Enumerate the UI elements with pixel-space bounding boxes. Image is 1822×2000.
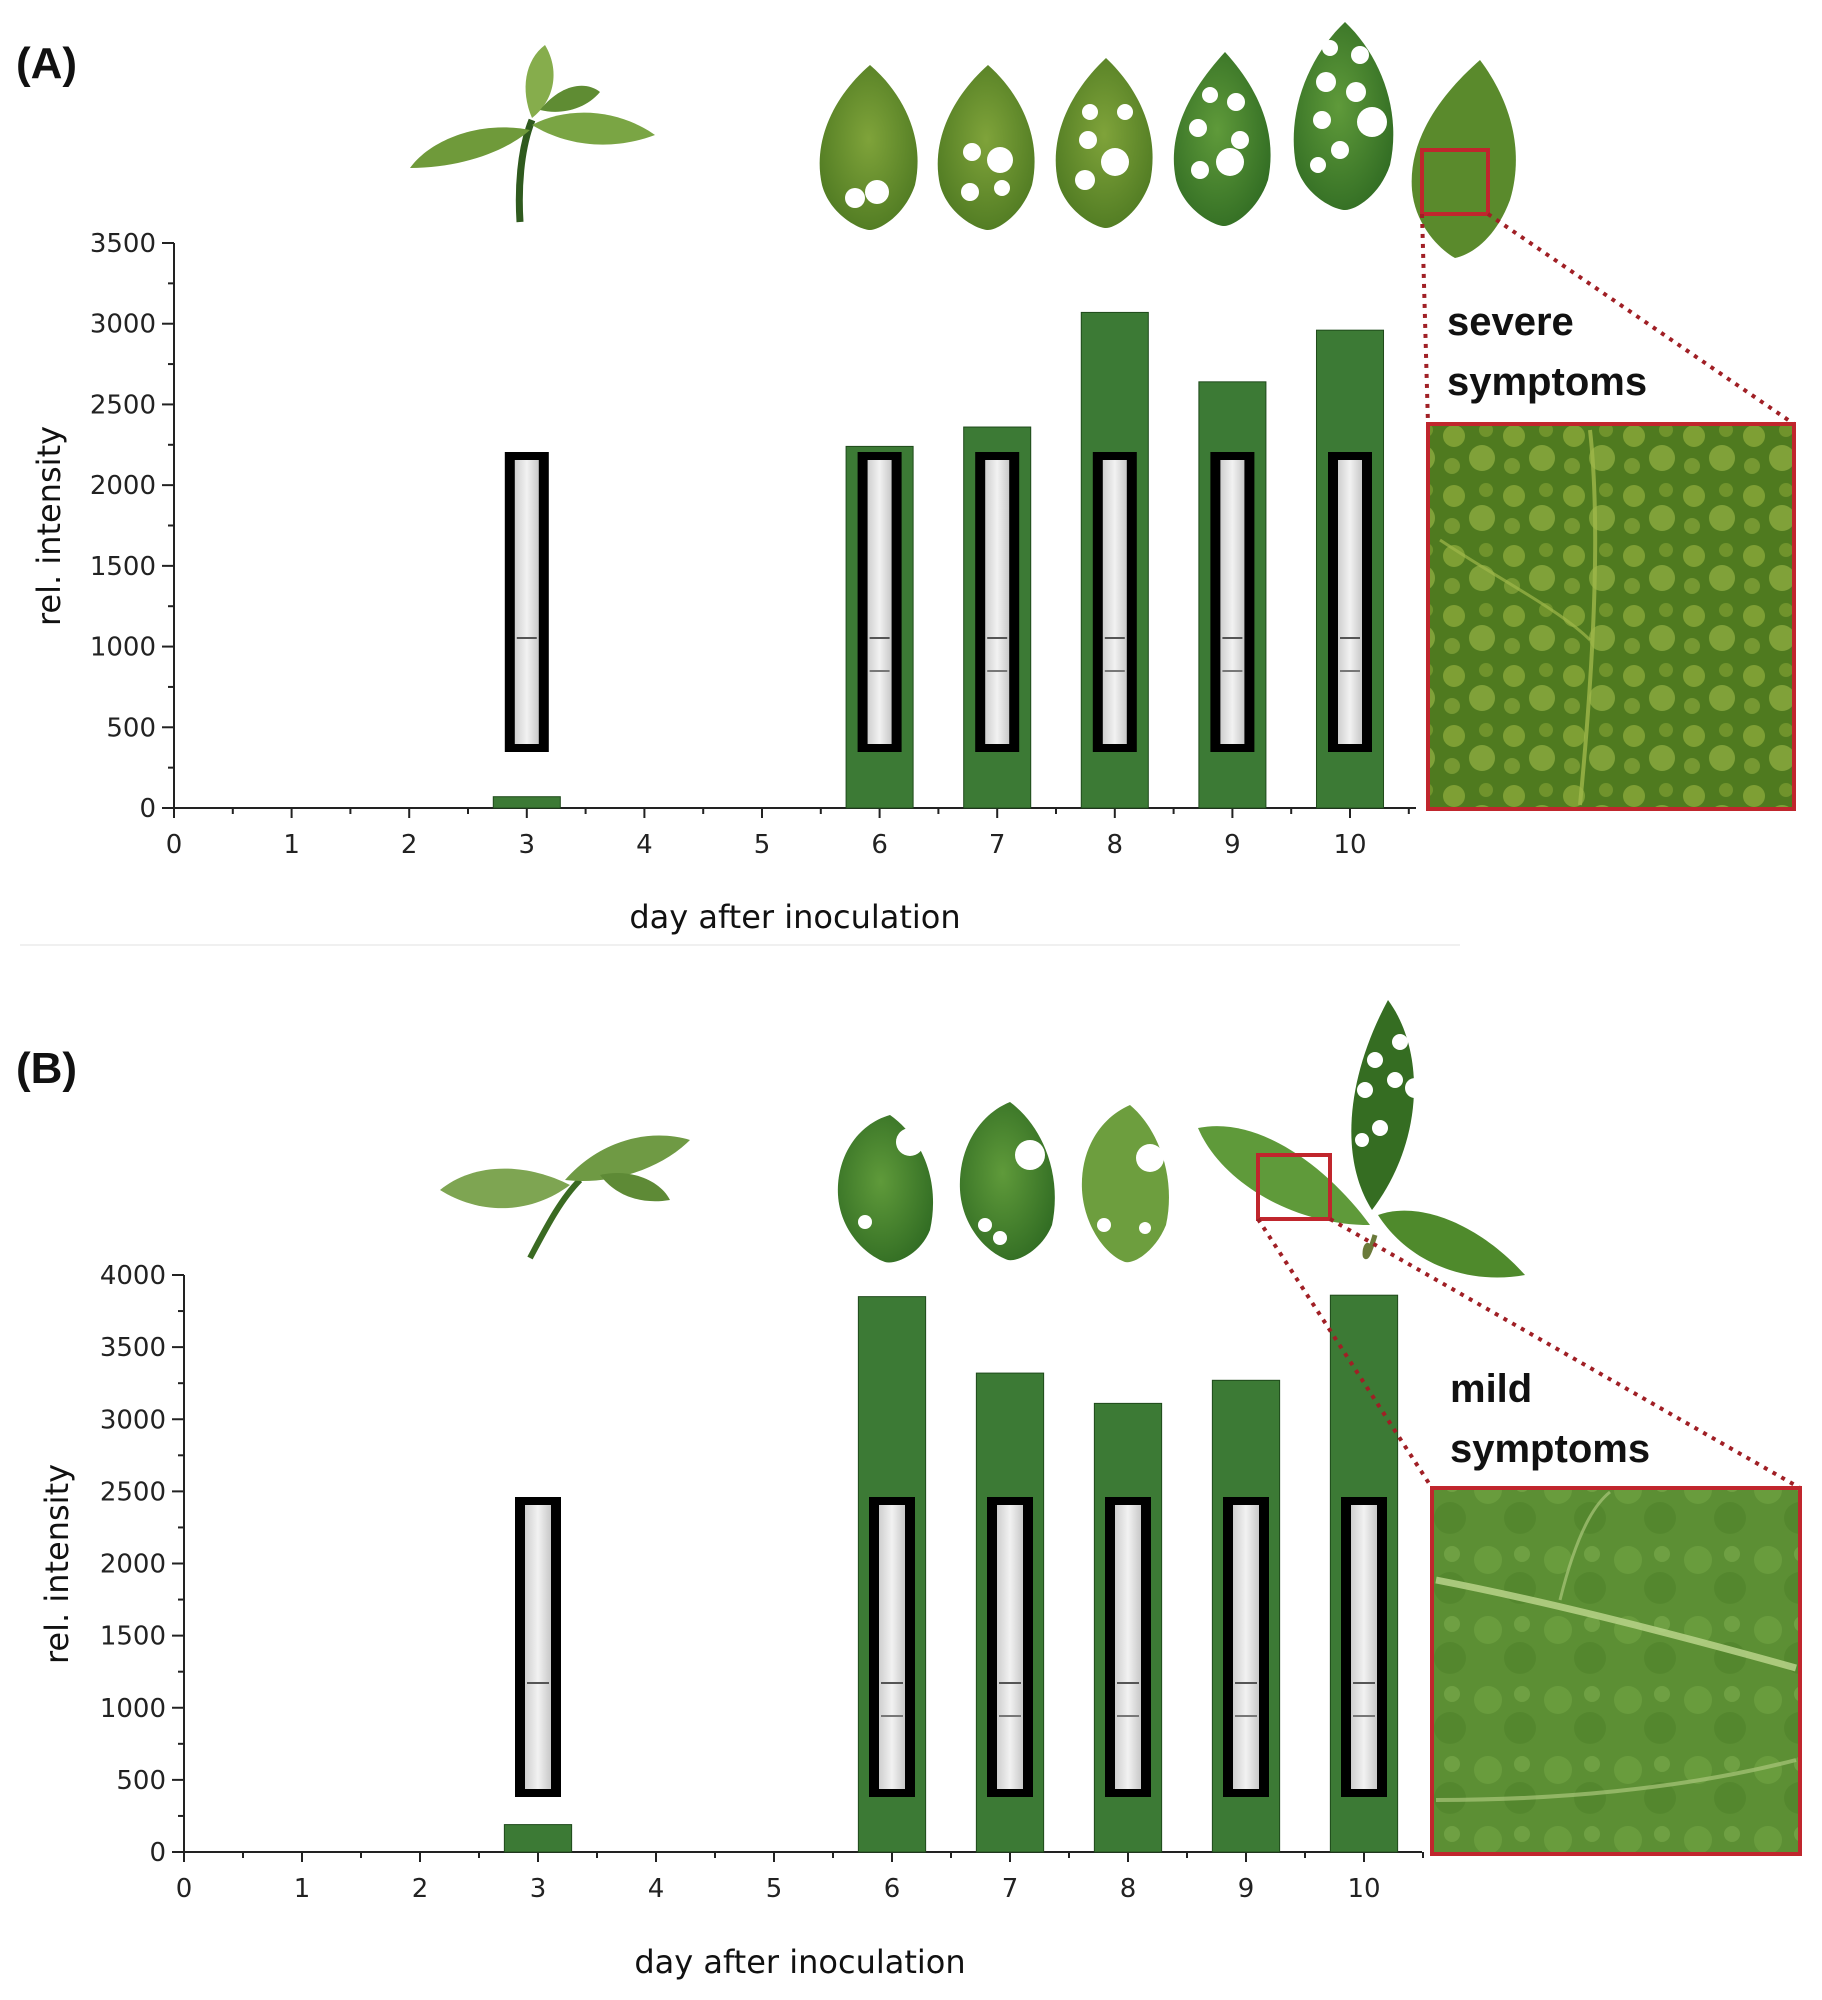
x-tick-label: 5: [754, 830, 771, 860]
y-tick-label: 1000: [100, 1694, 166, 1724]
y-axis-title: rel. intensity: [30, 426, 68, 626]
test-strip-day-7: [975, 452, 1020, 752]
y-tick-label: 500: [106, 713, 156, 743]
symptom-inset-b: mild symptoms: [1256, 1217, 1802, 1856]
x-tick-label: 2: [401, 830, 418, 860]
x-tick-label: 4: [648, 1874, 665, 1904]
x-tick-label: 9: [1238, 1874, 1255, 1904]
zoom-connector-line: [1420, 213, 1430, 425]
x-tick-label: 1: [283, 830, 300, 860]
y-axis-title: rel. intensity: [38, 1464, 76, 1664]
x-tick-label: 1: [294, 1874, 311, 1904]
y-tick-label: 4000: [100, 1261, 166, 1291]
x-tick-label: 3: [519, 830, 536, 860]
zoom-connector-line: [1256, 1217, 1434, 1490]
zoom-region-box: [1420, 148, 1490, 216]
x-tick-label: 8: [1107, 830, 1124, 860]
plant-sprig-image: [440, 1135, 690, 1260]
y-tick-label: 2500: [100, 1477, 166, 1507]
y-tick-label: 2000: [100, 1550, 166, 1580]
x-tick-label: 10: [1347, 1874, 1380, 1904]
test-strip-images: [515, 1497, 1387, 1797]
panel-a: (A) 0 500 1000 1500 2 0: [16, 22, 1796, 946]
x-tick-label: 6: [871, 830, 888, 860]
y-tick-label: 1500: [100, 1622, 166, 1652]
x-tick-label: 6: [884, 1874, 901, 1904]
leaf-disc-images: [819, 22, 1516, 258]
y-ticks: 0 500 1000 1500 2000 2500 3000 3500 4000: [100, 1261, 184, 1868]
y-tick-label: 2500: [90, 390, 156, 420]
test-strip-day-7: [987, 1497, 1033, 1797]
x-tick-label: 3: [530, 1874, 547, 1904]
symptom-label-line2: symptoms: [1450, 1427, 1650, 1471]
panel-b: (B) 0 500 1000 1500 2000 2500 3000 3500 4000: [16, 1000, 1802, 1981]
x-tick-label: 0: [166, 830, 183, 860]
test-strip-day-8: [1105, 1497, 1151, 1797]
panel-a-label: (A): [16, 39, 77, 88]
x-axis-title: day after inoculation: [629, 898, 960, 936]
x-tick-label: 8: [1120, 1874, 1137, 1904]
y-tick-label: 3000: [100, 1405, 166, 1435]
panel-b-label: (B): [16, 1044, 77, 1093]
test-strip-day-6: [857, 452, 902, 752]
y-tick-label: 3500: [100, 1333, 166, 1363]
x-tick-label: 7: [989, 830, 1006, 860]
y-tick-label: 2000: [90, 471, 156, 501]
symptom-label-line2: symptoms: [1447, 360, 1647, 404]
test-strip-day-6: [869, 1497, 915, 1797]
test-strip-day-3: [504, 452, 549, 752]
symptom-inset-a: severe symptoms: [1420, 212, 1796, 811]
y-tick-label: 1500: [90, 552, 156, 582]
zoom-connector-line: [1329, 1217, 1801, 1490]
test-strip-day-9: [1223, 1497, 1269, 1797]
zoom-connector-line: [1486, 212, 1796, 426]
y-tick-label: 500: [116, 1766, 166, 1796]
y-ticks: 0 500 1000 1500 2000 2500 3000 3500: [90, 229, 174, 824]
y-tick-label: 3500: [90, 229, 156, 259]
plant-sprig-image: [410, 45, 655, 223]
axes-a: 0 500 1000 1500 2000 2500 3000 3500 0 1 2 3 4 5 6 7 8 9 1…: [30, 229, 1416, 936]
test-strip-day-3: [515, 1497, 561, 1797]
x-tick-label: 5: [766, 1874, 783, 1904]
test-strip-day-10: [1341, 1497, 1387, 1797]
symptom-label-line1: severe: [1447, 300, 1574, 344]
test-strip-day-8: [1092, 452, 1137, 752]
symptom-label-line1: mild: [1450, 1367, 1532, 1411]
x-tick-label: 0: [176, 1874, 193, 1904]
zoom-region-box: [1256, 1153, 1332, 1221]
y-tick-label: 1000: [90, 633, 156, 663]
y-tick-label: 3000: [90, 310, 156, 340]
test-strip-images: [504, 452, 1372, 752]
x-ticks: 0 1 2 3 4 5 6 7 8 9 10: [176, 1852, 1424, 1904]
bar-day-3: [492, 796, 561, 809]
y-tick-label: 0: [149, 1838, 166, 1868]
bar-day-3: [503, 1824, 573, 1853]
y-tick-label: 0: [139, 794, 156, 824]
x-tick-label: 9: [1224, 830, 1241, 860]
x-ticks: 0 1 2 3 4 5 6 7 8 9 10: [166, 808, 1410, 860]
leaf-closeup-image: [1426, 422, 1796, 811]
test-strip-day-9: [1210, 452, 1255, 752]
x-tick-label: 4: [636, 830, 653, 860]
x-tick-label: 10: [1333, 830, 1366, 860]
x-tick-label: 2: [412, 1874, 429, 1904]
test-strip-day-10: [1328, 452, 1372, 752]
x-tick-label: 7: [1002, 1874, 1019, 1904]
axes-b: 0 500 1000 1500 2000 2500 3000 3500 4000 0 1 2 3 4 5 6…: [38, 1261, 1424, 1981]
leaf-disc-images: [837, 1000, 1525, 1278]
x-axis-title: day after inoculation: [634, 1943, 965, 1981]
